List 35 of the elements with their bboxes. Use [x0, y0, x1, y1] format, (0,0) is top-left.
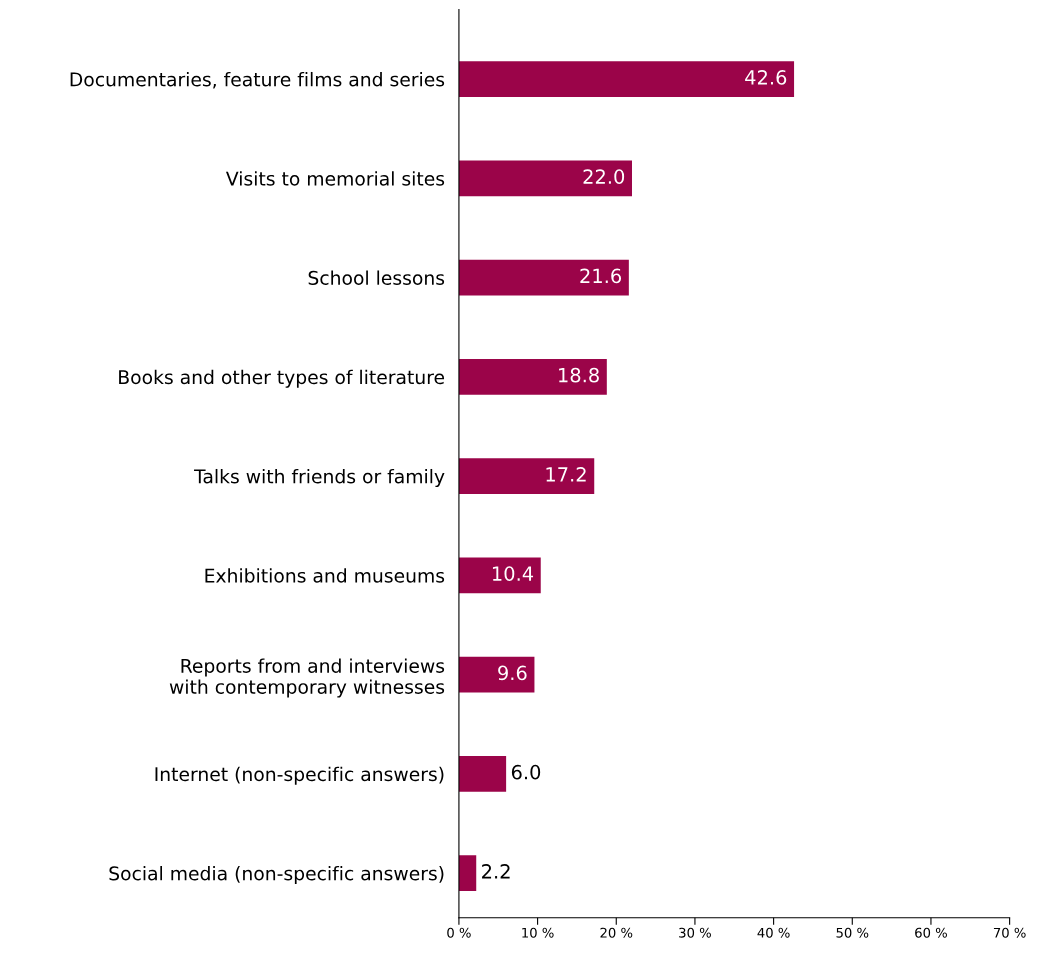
- y-tick-label: Social media (non-specific answers): [109, 865, 444, 885]
- data-label: 6.0: [511, 764, 541, 780]
- y-tick-label: School lessons: [308, 270, 445, 285]
- data-label: 22.0: [583, 169, 625, 184]
- data-label: 10.4: [492, 566, 534, 581]
- bar: [458, 458, 595, 494]
- y-tick-label: Internet (non-specific answers): [155, 766, 444, 785]
- x-tick-label: 40 %: [757, 927, 790, 938]
- data-label: 17.2: [546, 467, 586, 482]
- y-tick-label: Visits to memorial sites: [225, 171, 445, 186]
- y-tick-label: Books and other types of literature: [119, 369, 445, 388]
- y-tick-label: Exhibitions and museums: [205, 568, 445, 583]
- x-tick-label: 50 %: [836, 927, 869, 938]
- x-tick-label: 30 %: [679, 927, 711, 938]
- y-tick-label: Reports from and interviews with contemporary witnesses: [169, 658, 445, 698]
- bar: [458, 755, 507, 792]
- bar: [458, 855, 477, 891]
- bar: [458, 61, 795, 97]
- data-label: 2.2: [482, 864, 510, 879]
- bar: [458, 358, 607, 395]
- bar: [458, 259, 629, 296]
- bar: [458, 160, 632, 197]
- data-label: 21.6: [580, 268, 622, 284]
- x-tick-label: 20 %: [600, 927, 633, 938]
- x-tick-label: 0 %: [447, 927, 471, 938]
- y-tick-label: Talks with friends or family: [194, 468, 445, 488]
- data-label: 9.6: [498, 665, 527, 681]
- data-label: 42.6: [745, 70, 787, 85]
- data-label: 18.8: [559, 367, 599, 383]
- x-tick-label: 60 %: [915, 927, 947, 938]
- bar: [458, 656, 535, 693]
- y-tick-label: Documentaries, feature films and series: [70, 71, 445, 89]
- bar: [458, 557, 541, 594]
- x-tick-label: 10 %: [522, 927, 554, 938]
- x-tick-label: 70 %: [993, 927, 1026, 938]
